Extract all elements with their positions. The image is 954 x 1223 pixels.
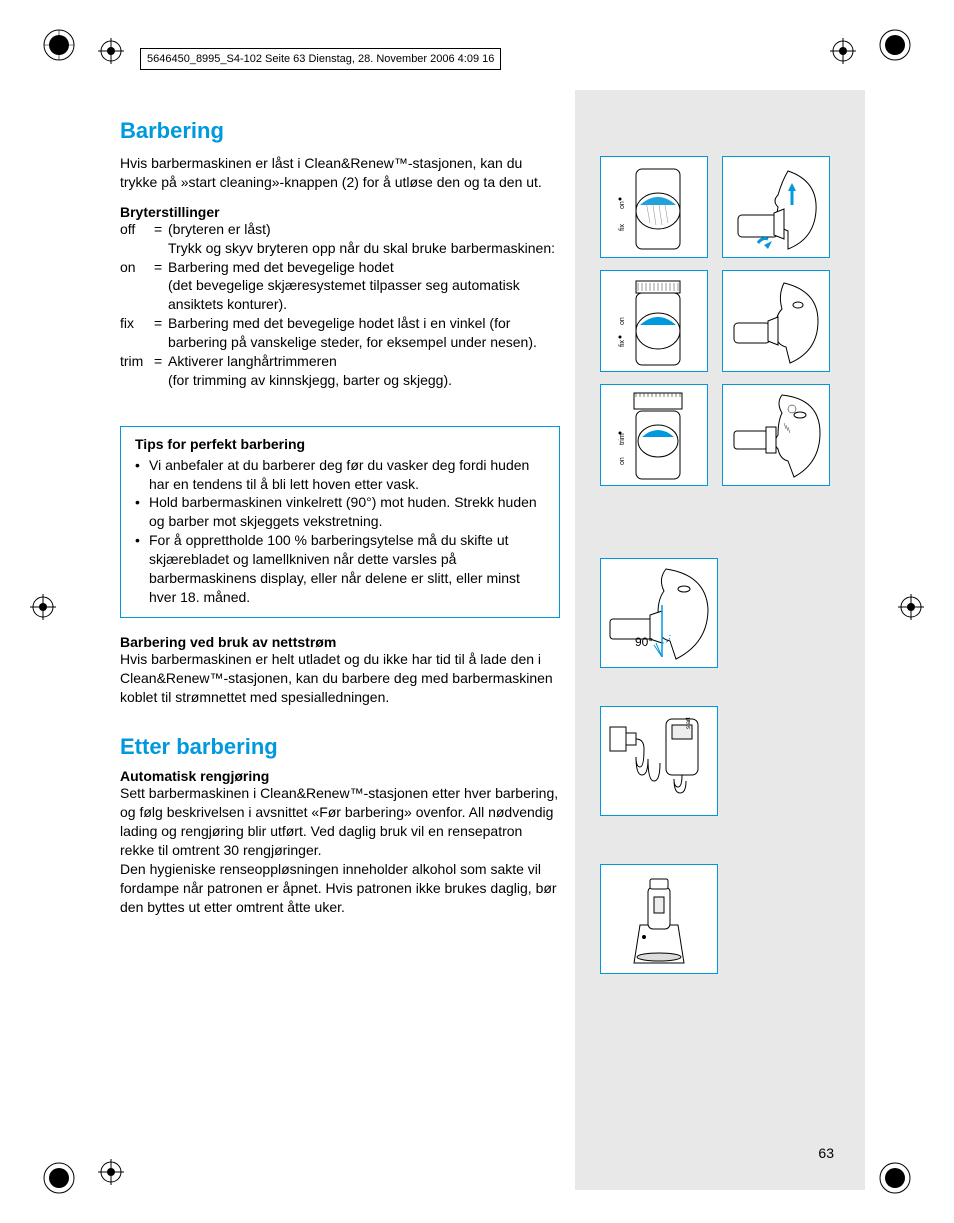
equals-sign: = <box>154 220 168 258</box>
switch-settings-heading: Bryterstillinger <box>120 204 560 220</box>
crosshair-icon <box>98 1159 124 1185</box>
registration-mark-icon <box>42 1161 76 1195</box>
illus-clean-station <box>600 864 718 974</box>
illustration-column: on fix on <box>600 156 850 974</box>
illus-face-sideburn <box>722 384 830 486</box>
illus-shaver-on: on fix <box>600 156 708 258</box>
switch-row-off: off = (bryteren er låst) Trykk og skyv b… <box>120 220 560 258</box>
mains-paragraph: Hvis barbermaskinen er helt utladet og d… <box>120 650 560 707</box>
equals-sign: = <box>154 352 168 390</box>
tip-item: •For å opprettholde 100 % barberingsytel… <box>135 531 545 607</box>
main-text-column: Barbering Hvis barbermaskinen er låst i … <box>120 118 560 929</box>
auto-clean-heading: Automatisk rengjøring <box>120 768 560 784</box>
crosshair-icon <box>30 594 56 620</box>
tip-text: For å opprettholde 100 % barberingsytels… <box>149 531 545 607</box>
tips-heading: Tips for perfekt barbering <box>135 435 545 454</box>
registration-mark-icon <box>878 1161 912 1195</box>
switch-description: Barbering med det bevegelige hodet (det … <box>168 258 560 315</box>
tip-item: •Hold barbermaskinen vinkelrett (90°) mo… <box>135 493 545 531</box>
mains-heading: Barbering ved bruk av nettstrøm <box>120 634 560 650</box>
intro-paragraph: Hvis barbermaskinen er låst i Clean&Rene… <box>120 154 560 192</box>
crosshair-icon <box>898 594 924 620</box>
svg-text:trim: trim <box>619 433 626 445</box>
registration-mark-icon <box>878 28 912 62</box>
illus-shaver-fix: on fix <box>600 270 708 372</box>
registration-mark-icon <box>42 28 76 62</box>
auto-clean-paragraph: Sett barbermaskinen i Clean&Renew™-stasj… <box>120 784 560 916</box>
illus-90-degree: 90° <box>600 558 718 668</box>
svg-text:on: on <box>619 457 626 465</box>
svg-text:fix: fix <box>619 224 626 232</box>
switch-label: off <box>120 220 154 258</box>
equals-sign: = <box>154 314 168 352</box>
svg-text:start: start <box>686 717 692 729</box>
tips-box: Tips for perfekt barbering •Vi anbefaler… <box>120 426 560 618</box>
section-title-after: Etter barbering <box>120 734 560 760</box>
tip-item: •Vi anbefaler at du barberer deg før du … <box>135 456 545 494</box>
switch-description: Barbering med det bevegelige hodet låst … <box>168 314 560 352</box>
illus-shaver-trim: trim on <box>600 384 708 486</box>
angle-label: 90° <box>635 635 653 649</box>
crosshair-icon <box>98 38 124 64</box>
document-header-meta: 5646450_8995_S4-102 Seite 63 Dienstag, 2… <box>140 48 501 70</box>
svg-text:on: on <box>619 317 626 325</box>
tip-text: Hold barbermaskinen vinkelrett (90°) mot… <box>149 493 545 531</box>
illus-cord-outlet: start <box>600 706 718 816</box>
section-title-barbering: Barbering <box>120 118 560 144</box>
switch-label: trim <box>120 352 154 390</box>
switch-settings-table: off = (bryteren er låst) Trykk og skyv b… <box>120 220 560 390</box>
illus-face-under-nose <box>722 270 830 372</box>
svg-text:on: on <box>619 201 626 209</box>
illus-face-upward <box>722 156 830 258</box>
switch-row-trim: trim = Aktiverer langhårtrimmeren (for t… <box>120 352 560 390</box>
switch-row-on: on = Barbering med det bevegelige hodet … <box>120 258 560 315</box>
switch-description: Aktiverer langhårtrimmeren (for trimming… <box>168 352 560 390</box>
equals-sign: = <box>154 258 168 315</box>
switch-label: on <box>120 258 154 315</box>
switch-description: (bryteren er låst) Trykk og skyv brytere… <box>168 220 560 258</box>
switch-row-fix: fix = Barbering med det bevegelige hodet… <box>120 314 560 352</box>
page-number: 63 <box>818 1145 834 1161</box>
crosshair-icon <box>830 38 856 64</box>
tip-text: Vi anbefaler at du barberer deg før du v… <box>149 456 545 494</box>
switch-label: fix <box>120 314 154 352</box>
svg-text:fix: fix <box>619 340 626 348</box>
